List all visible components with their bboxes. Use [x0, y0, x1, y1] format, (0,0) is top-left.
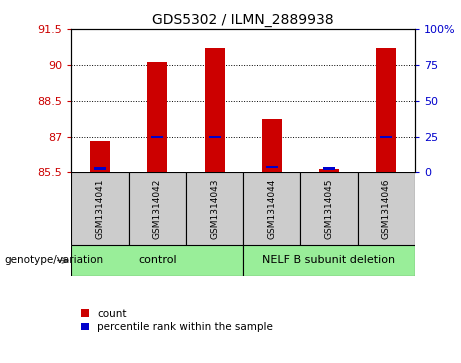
Bar [376, 48, 396, 172]
Text: GSM1314042: GSM1314042 [153, 179, 162, 239]
Bar [243, 172, 301, 245]
Bar [129, 172, 186, 245]
Bar [186, 172, 243, 245]
Bar [323, 167, 335, 170]
Bar [208, 136, 220, 138]
Text: GSM1314043: GSM1314043 [210, 179, 219, 239]
Bar [148, 62, 167, 172]
Bar [358, 172, 415, 245]
Text: GSM1314044: GSM1314044 [267, 179, 276, 239]
Bar [90, 141, 110, 172]
Text: genotype/variation: genotype/variation [5, 256, 104, 265]
Text: GSM1314045: GSM1314045 [325, 179, 334, 239]
Bar [243, 245, 415, 276]
Title: GDS5302 / ILMN_2889938: GDS5302 / ILMN_2889938 [153, 13, 334, 26]
Bar [205, 48, 225, 172]
Bar [71, 245, 243, 276]
Bar [94, 167, 106, 170]
Text: GSM1314041: GSM1314041 [95, 179, 105, 239]
Text: GSM1314046: GSM1314046 [382, 179, 391, 239]
Bar [266, 166, 278, 168]
Bar [319, 169, 339, 172]
Bar [71, 172, 129, 245]
Bar [262, 119, 282, 172]
Bar [301, 172, 358, 245]
Bar [151, 136, 163, 138]
Legend: count, percentile rank within the sample: count, percentile rank within the sample [77, 305, 278, 336]
Text: NELF B subunit deletion: NELF B subunit deletion [262, 256, 396, 265]
Bar [380, 136, 392, 139]
Text: control: control [138, 256, 177, 265]
